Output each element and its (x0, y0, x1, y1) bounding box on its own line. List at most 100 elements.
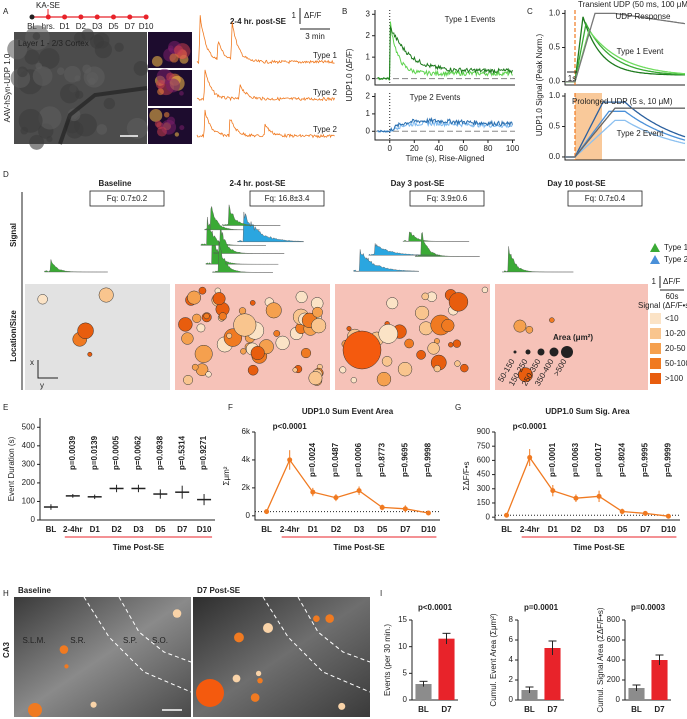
image-title: D7 Post-SE (197, 586, 241, 595)
event-trace (353, 249, 420, 272)
event-location (275, 335, 290, 350)
legend-label: 10-20 (665, 329, 686, 338)
event-location (194, 344, 213, 363)
event-location (415, 305, 430, 320)
event-trace (205, 231, 279, 265)
event-location (427, 342, 440, 355)
event-location (178, 317, 193, 332)
p-value: p=0.0039 (68, 435, 77, 470)
panel-label: E (3, 403, 8, 412)
axis (374, 10, 515, 86)
timeline-dot (143, 14, 149, 20)
image-texture (20, 126, 29, 135)
frequency: Fq: 16.8±3.4 (265, 194, 310, 203)
layer-boundary (297, 596, 371, 663)
axis (254, 432, 440, 521)
axis (494, 432, 680, 521)
x-tick-label: D3 (133, 525, 144, 534)
timeline-dot (111, 14, 116, 20)
heatmap-blob (155, 79, 165, 89)
panel-label: A (3, 7, 9, 16)
y-axis-label: Events (per 30 min.) (383, 624, 392, 696)
event-location (257, 677, 263, 684)
y-tick-label: 200 (607, 675, 621, 684)
mean-point (619, 508, 625, 514)
x-tick-label: 2-4hr (280, 525, 300, 534)
y-tick-label: 0 (366, 74, 371, 83)
p-value: p<0.0001 (513, 422, 548, 431)
event-location (59, 645, 69, 654)
y-tick-label: 0 (366, 126, 371, 135)
column-title: Baseline (99, 179, 132, 188)
event-location (350, 377, 357, 384)
event-location (250, 345, 265, 361)
mean-point (425, 510, 431, 516)
event-location (300, 347, 312, 359)
event-location (232, 674, 241, 683)
sensor-label: AAV-hSyn-UDP 1.0 (3, 53, 12, 122)
event-location (404, 338, 414, 349)
fq-box (89, 190, 165, 207)
y-tick-label: 0 (616, 695, 621, 704)
panel-label: C (527, 7, 533, 16)
p-value: p=0.0017 (594, 442, 603, 477)
scale-value: 1 (652, 277, 657, 286)
y-tick-label: 4k (242, 455, 251, 464)
p-value: p=0.0063 (571, 442, 580, 477)
event-location (90, 701, 97, 708)
legend-size (513, 350, 517, 354)
event-location (191, 363, 199, 371)
image-texture (56, 67, 65, 76)
x-tick-label: D2 (111, 525, 122, 534)
event-location (525, 326, 534, 334)
event-location (292, 367, 298, 373)
heatmap-blob (169, 53, 179, 63)
layer-boundary (262, 596, 371, 693)
hippocampus-image (14, 597, 191, 717)
bar (651, 660, 668, 700)
event-location (441, 319, 455, 333)
mean-point (504, 512, 510, 518)
mean-point (665, 513, 671, 519)
mean-point (573, 495, 579, 501)
x-axis-label: Time (s), Rise-Aligned (406, 154, 485, 163)
axis (39, 418, 215, 521)
event-location (64, 664, 69, 669)
response-trace (565, 12, 686, 83)
row-label: Location/Size (9, 310, 18, 362)
event-location (342, 330, 382, 370)
legend-swatch (650, 328, 661, 339)
event-trace (200, 216, 266, 246)
mean-line (505, 456, 669, 517)
event-location (250, 693, 260, 702)
event-location (339, 366, 347, 374)
heatmap-blob (179, 91, 184, 96)
x-tick-label: D2 (571, 525, 582, 534)
y-tick-label: 8 (509, 615, 514, 624)
y-tick-label: 450 (477, 470, 491, 479)
layer-label: S.L.M. (22, 636, 45, 645)
image-texture (74, 113, 97, 137)
event-location (549, 317, 555, 323)
event-location (37, 294, 48, 305)
legend-label: Type 1 (664, 243, 687, 252)
y-tick-label: 6k (242, 427, 251, 436)
y-tick-label: 900 (477, 427, 491, 436)
x-tick-label: D7 (400, 525, 411, 534)
event-location (263, 623, 273, 633)
y-tick-label: 3 (366, 9, 371, 18)
p-value: p=0.0001 (524, 603, 559, 612)
y-tick-label: 0.0 (549, 77, 561, 86)
image-texture (133, 61, 149, 76)
y-tick-label: 2 (366, 31, 371, 40)
y-tick-label: 400 (22, 441, 36, 450)
p-value: p=0.0938 (155, 435, 164, 470)
image-texture (126, 117, 148, 139)
legend-label: 50-100 (665, 359, 687, 368)
column-title: Day 3 post-SE (391, 179, 445, 188)
panel-label: I (380, 589, 382, 598)
frequency: Fq: 0.7±0.2 (107, 194, 148, 203)
response-trace (565, 16, 685, 83)
mean-point (550, 488, 556, 494)
